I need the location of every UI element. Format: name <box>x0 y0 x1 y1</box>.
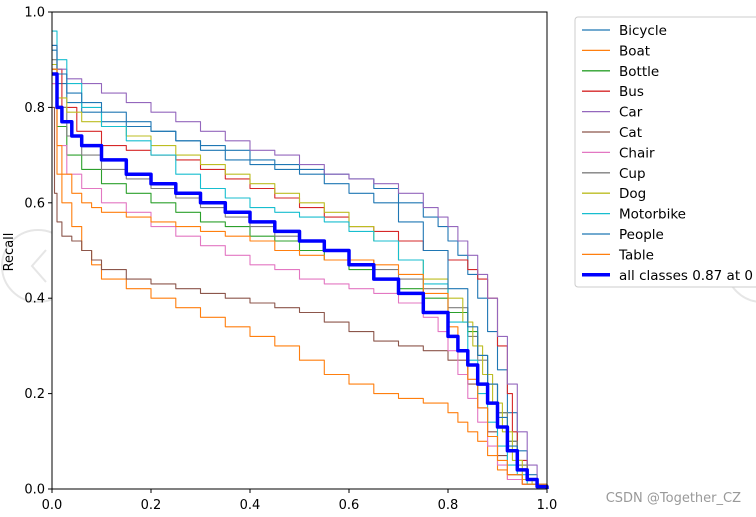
legend-box <box>574 16 756 288</box>
legend-label: Car <box>619 105 643 121</box>
x-tick-label: 0.6 <box>339 498 360 513</box>
legend-label: all classes 0.87 at 0 <box>619 268 753 284</box>
legend-label: Bottle <box>619 64 659 80</box>
y-tick-label: 0.4 <box>24 292 45 307</box>
y-tick-label: 1.0 <box>24 6 45 21</box>
x-axis-ticks: 0.0 0.2 0.4 0.6 0.8 1.0 <box>42 489 558 513</box>
series-line-car <box>52 44 548 489</box>
series-line-motorbike <box>52 30 547 490</box>
y-tick-label: 0.2 <box>24 387 45 402</box>
watermark: CSDN @Together_CZ <box>606 491 741 506</box>
legend-label: Bicycle <box>619 23 667 39</box>
y-axis-ticks: 0.0 0.2 0.4 0.6 0.8 1.0 <box>24 6 52 498</box>
legend-label: Chair <box>619 145 655 161</box>
series-line-all-classes-0-87-at-0 <box>52 72 549 489</box>
legend-label: Cat <box>619 125 642 141</box>
series-line-table <box>52 68 548 489</box>
legend: Bicycle Boat Bottle Bus Car Cat Chair Cup Dog Mot… <box>574 16 756 288</box>
x-tick-label: 1.0 <box>537 498 558 513</box>
x-tick-label: 0.0 <box>42 498 63 513</box>
x-tick-label: 0.2 <box>141 498 162 513</box>
x-tick-label: 0.4 <box>240 498 261 513</box>
series-line-people <box>52 44 548 489</box>
legend-label: Dog <box>619 186 646 202</box>
y-tick-label: 0.8 <box>24 101 45 116</box>
series-lines <box>52 30 549 490</box>
y-tick-label: 0.0 <box>24 483 45 498</box>
legend-label: Boat <box>619 43 650 59</box>
y-axis-label: Recall <box>2 233 17 272</box>
x-tick-label: 0.8 <box>438 498 459 513</box>
legend-label: Cup <box>619 166 646 182</box>
legend-label: Bus <box>619 84 644 100</box>
y-tick-label: 0.6 <box>24 196 45 211</box>
legend-label: Motorbike <box>619 207 686 223</box>
legend-label: People <box>619 227 664 243</box>
plot-border <box>51 11 548 490</box>
legend-label: Table <box>618 247 654 263</box>
